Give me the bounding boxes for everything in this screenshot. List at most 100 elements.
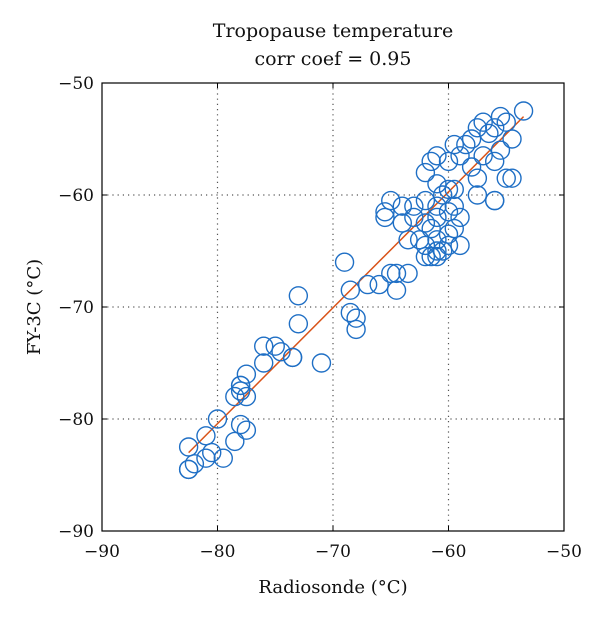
data-point <box>409 230 430 250</box>
data-point <box>467 185 488 205</box>
data-point <box>236 364 257 384</box>
data-point <box>415 235 436 256</box>
data-point <box>438 179 459 200</box>
data-point <box>485 151 505 172</box>
data-point <box>433 241 453 261</box>
data-point <box>427 230 447 250</box>
data-point <box>496 112 516 132</box>
data-point <box>381 190 401 211</box>
data-point <box>225 386 245 407</box>
data-point <box>473 112 493 132</box>
data-point <box>496 168 516 188</box>
data-point <box>207 409 228 429</box>
data-point <box>392 196 412 216</box>
data-point <box>196 448 216 468</box>
data-point <box>381 263 401 284</box>
data-point <box>438 235 459 256</box>
chart-title: Tropopause temperature <box>213 20 453 42</box>
data-point <box>398 263 418 284</box>
data-point <box>340 302 361 323</box>
data-point <box>461 157 482 177</box>
data-point <box>357 274 378 295</box>
data-point <box>473 146 493 166</box>
x-tick-label: −70 <box>315 542 351 562</box>
data-point <box>415 162 436 183</box>
x-axis-ticks: −90 −80 −70 −60 −50 <box>84 83 582 562</box>
data-point <box>479 123 499 144</box>
data-point <box>236 386 257 407</box>
data-point <box>271 342 291 362</box>
x-tick-label: −90 <box>84 542 120 562</box>
data-point <box>461 129 482 149</box>
data-point <box>282 347 303 368</box>
y-axis-label: FY-3C (°C) <box>24 259 45 355</box>
x-tick-label: −60 <box>431 542 467 562</box>
data-point <box>421 151 441 172</box>
data-point <box>415 190 436 211</box>
data-point <box>254 353 274 373</box>
y-tick-label: −80 <box>58 410 94 430</box>
data-point <box>178 437 199 457</box>
data-point <box>230 414 251 435</box>
data-point <box>456 134 476 155</box>
data-point <box>386 263 407 284</box>
data-point <box>427 241 447 261</box>
data-point <box>386 280 407 300</box>
data-point <box>444 134 464 155</box>
data-point <box>485 118 505 138</box>
data-point <box>433 185 453 205</box>
data-point <box>196 426 216 446</box>
data-point <box>369 274 389 295</box>
data-point <box>404 207 424 228</box>
data-point <box>438 224 459 244</box>
data-point <box>225 431 245 452</box>
data-point <box>450 146 470 166</box>
data-point <box>230 375 251 396</box>
x-tick-label: −80 <box>200 542 236 562</box>
x-axis-label: Radiosonde (°C) <box>258 577 407 598</box>
x-tick-label: −50 <box>546 542 582 562</box>
chart-subtitle: corr coef = 0.95 <box>255 48 412 70</box>
data-point <box>254 336 274 356</box>
data-point <box>427 207 447 228</box>
data-point <box>444 179 464 200</box>
data-points <box>178 101 534 480</box>
data-point <box>415 246 436 267</box>
data-point <box>427 246 447 267</box>
data-point <box>311 353 332 373</box>
data-point <box>265 336 285 356</box>
data-point <box>415 213 436 233</box>
data-point <box>392 213 412 233</box>
data-point <box>513 101 534 121</box>
y-tick-label: −60 <box>58 186 94 206</box>
data-point <box>230 381 251 401</box>
data-point <box>502 129 522 149</box>
data-point <box>485 190 505 211</box>
data-point <box>444 218 464 239</box>
data-point <box>213 448 233 468</box>
y-axis-ticks: −90 −80 −70 −60 −50 <box>58 74 564 542</box>
data-point <box>427 146 447 166</box>
data-point <box>490 140 511 160</box>
data-point <box>346 319 366 340</box>
y-tick-label: −50 <box>58 74 94 94</box>
data-point <box>450 207 470 228</box>
data-point <box>502 168 522 188</box>
data-point <box>288 314 309 334</box>
data-point <box>438 202 459 222</box>
data-point <box>334 252 355 272</box>
data-point <box>288 286 309 306</box>
data-point <box>421 218 441 239</box>
data-point <box>340 280 361 300</box>
data-point <box>375 202 395 222</box>
data-point <box>236 420 257 440</box>
y-tick-label: −70 <box>58 298 94 318</box>
data-point <box>398 230 418 250</box>
data-point <box>444 196 464 216</box>
data-point <box>202 442 222 463</box>
data-point <box>178 459 199 480</box>
data-point <box>467 118 488 138</box>
data-point <box>184 454 205 474</box>
data-point <box>404 196 424 216</box>
